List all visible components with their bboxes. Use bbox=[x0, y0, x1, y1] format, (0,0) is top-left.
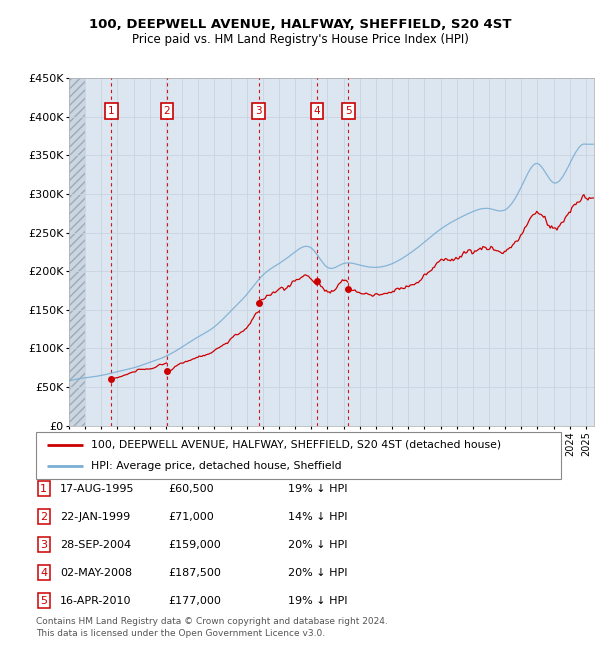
Text: 16-APR-2010: 16-APR-2010 bbox=[60, 595, 131, 606]
Text: HPI: Average price, detached house, Sheffield: HPI: Average price, detached house, Shef… bbox=[91, 462, 342, 471]
Text: £177,000: £177,000 bbox=[168, 595, 221, 606]
Text: 4: 4 bbox=[40, 567, 47, 578]
Text: 2: 2 bbox=[40, 512, 47, 522]
Bar bbox=[69, 78, 85, 426]
Text: 20% ↓ HPI: 20% ↓ HPI bbox=[288, 567, 347, 578]
Text: 14% ↓ HPI: 14% ↓ HPI bbox=[288, 512, 347, 522]
Text: 02-MAY-2008: 02-MAY-2008 bbox=[60, 567, 132, 578]
Text: 4: 4 bbox=[313, 106, 320, 116]
Text: Contains HM Land Registry data © Crown copyright and database right 2024.
This d: Contains HM Land Registry data © Crown c… bbox=[36, 618, 388, 638]
Text: 19% ↓ HPI: 19% ↓ HPI bbox=[288, 484, 347, 494]
Text: £187,500: £187,500 bbox=[168, 567, 221, 578]
Text: 100, DEEPWELL AVENUE, HALFWAY, SHEFFIELD, S20 4ST: 100, DEEPWELL AVENUE, HALFWAY, SHEFFIELD… bbox=[89, 18, 511, 31]
Text: 1: 1 bbox=[108, 106, 115, 116]
Text: 100, DEEPWELL AVENUE, HALFWAY, SHEFFIELD, S20 4ST (detached house): 100, DEEPWELL AVENUE, HALFWAY, SHEFFIELD… bbox=[91, 440, 501, 450]
Text: 17-AUG-1995: 17-AUG-1995 bbox=[60, 484, 134, 494]
Text: 19% ↓ HPI: 19% ↓ HPI bbox=[288, 595, 347, 606]
Text: £60,500: £60,500 bbox=[168, 484, 214, 494]
Text: 2: 2 bbox=[164, 106, 170, 116]
Text: 5: 5 bbox=[345, 106, 352, 116]
Text: £159,000: £159,000 bbox=[168, 540, 221, 550]
Text: 28-SEP-2004: 28-SEP-2004 bbox=[60, 540, 131, 550]
Text: 22-JAN-1999: 22-JAN-1999 bbox=[60, 512, 130, 522]
Text: 20% ↓ HPI: 20% ↓ HPI bbox=[288, 540, 347, 550]
Text: 3: 3 bbox=[40, 540, 47, 550]
Text: 1: 1 bbox=[40, 484, 47, 494]
Text: £71,000: £71,000 bbox=[168, 512, 214, 522]
Text: 3: 3 bbox=[256, 106, 262, 116]
Text: Price paid vs. HM Land Registry's House Price Index (HPI): Price paid vs. HM Land Registry's House … bbox=[131, 32, 469, 46]
FancyBboxPatch shape bbox=[36, 432, 561, 479]
Text: 5: 5 bbox=[40, 595, 47, 606]
